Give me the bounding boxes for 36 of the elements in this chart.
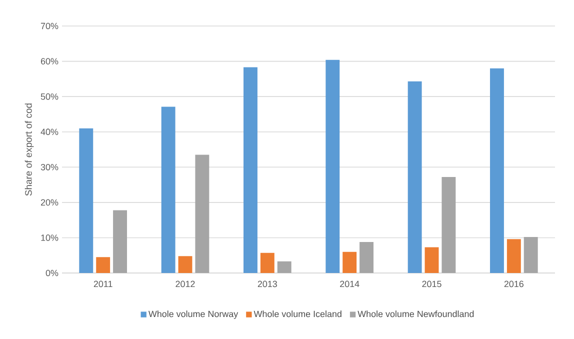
bar — [260, 252, 274, 273]
y-tick-label: 50% — [40, 93, 58, 100]
y-tick-label: 60% — [40, 58, 58, 64]
bar — [178, 256, 192, 273]
bar — [96, 257, 110, 273]
legend-label: Whole volume Iceland — [254, 310, 342, 318]
legend-label: Whole volume Norway — [148, 310, 238, 319]
y-tick-label: 40% — [40, 128, 58, 136]
bar — [506, 239, 521, 273]
bar — [79, 128, 94, 273]
y-tick-label: 10% — [41, 234, 58, 241]
bar — [408, 81, 422, 273]
x-tick-label: 2011 — [94, 280, 112, 288]
bar — [326, 60, 340, 273]
x-tick-label: 2014 — [340, 280, 360, 288]
y-tick-label: 30% — [40, 164, 58, 170]
bar — [524, 237, 538, 273]
bar — [113, 210, 127, 273]
bar — [342, 252, 357, 273]
legend-label: Whole volume Newfoundland — [358, 310, 474, 318]
bar — [360, 242, 374, 273]
y-tick-label: 0% — [46, 270, 58, 276]
bar — [277, 261, 292, 273]
bar — [244, 67, 258, 273]
x-tick-label: 2012 — [176, 280, 195, 288]
x-tick-label: 2015 — [422, 280, 442, 288]
bar — [442, 177, 456, 273]
bar — [195, 154, 210, 273]
x-tick-label: 2013 — [258, 280, 277, 288]
bar — [424, 247, 439, 273]
y-tick-label: 70% — [40, 22, 58, 30]
y-axis-title: Share of export of cod — [24, 104, 34, 196]
bar — [161, 106, 176, 273]
y-tick-label: 20% — [40, 199, 58, 206]
bar — [490, 68, 504, 273]
x-tick-label: 2016 — [504, 280, 524, 288]
